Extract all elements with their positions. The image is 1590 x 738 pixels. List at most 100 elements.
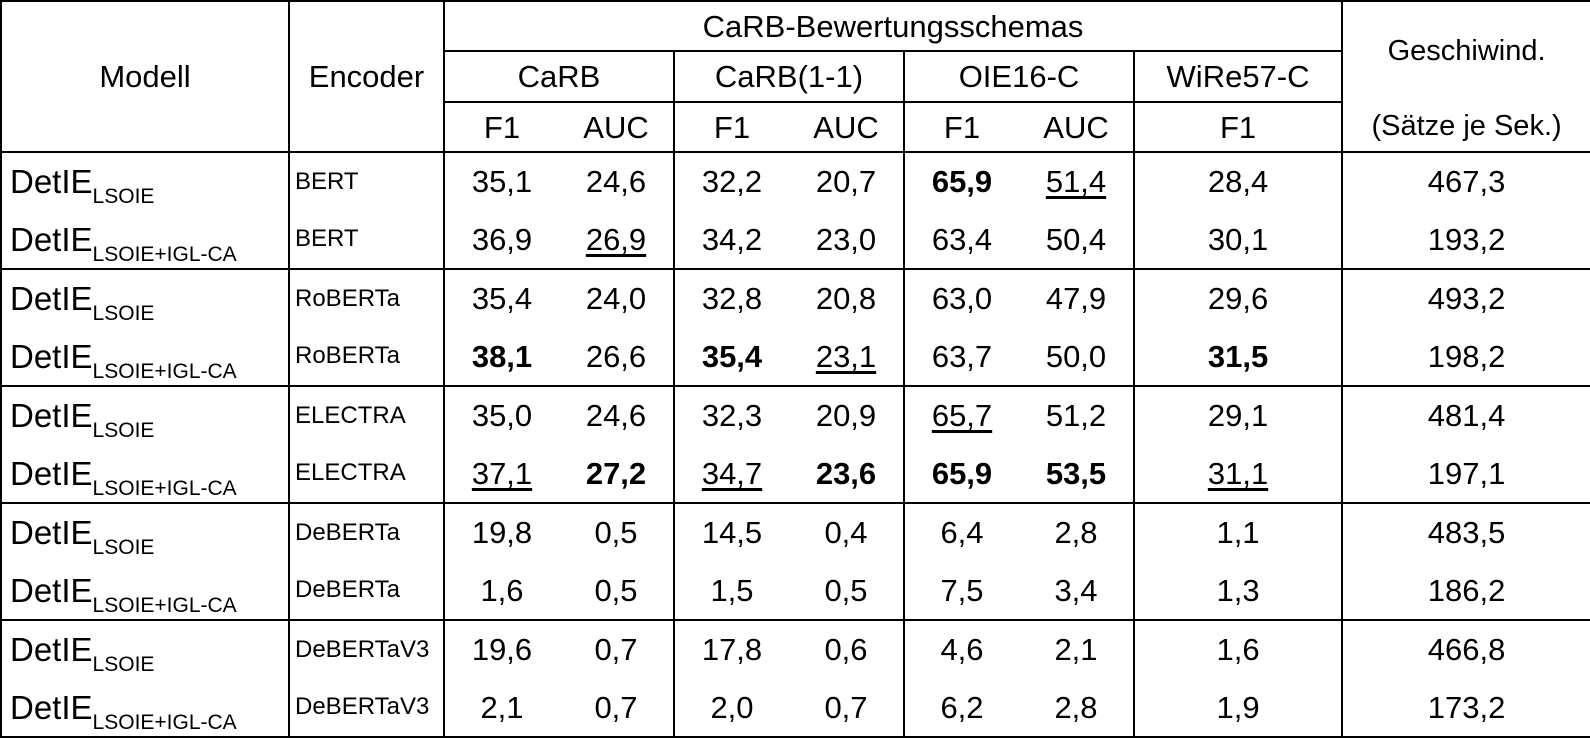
header-encoder: Encoder bbox=[289, 1, 445, 153]
model-base: DetIE bbox=[10, 280, 93, 318]
table-row: DetIELSOIE DeBERTa 19,8 0,5 14,5 0,4 6,4… bbox=[1, 502, 1590, 562]
oie-f1-value: 6,4 bbox=[904, 502, 1019, 562]
model-subscript: LSOIE+IGL-CA bbox=[92, 359, 237, 383]
carb-auc-value: 24,6 bbox=[559, 151, 675, 211]
wire-f1-value: 29,1 bbox=[1134, 385, 1344, 445]
encoder-name: DeBERTa bbox=[289, 502, 445, 562]
carb11-f1-best: 35,4 bbox=[701, 338, 763, 374]
carb11-f1-value: 2,0 bbox=[710, 689, 754, 725]
oie-auc-value: 47,9 bbox=[1019, 268, 1135, 328]
model-base: DetIE bbox=[10, 571, 93, 609]
carb11-auc-value: 0,4 bbox=[789, 502, 905, 562]
carb11-f1-value: 17,8 bbox=[674, 618, 789, 679]
table-row: DetIELSOIE+IGL-CA DeBERTaV3 2,1 0,7 2,0 … bbox=[1, 678, 1590, 737]
carb11-f1-value: 34,2 bbox=[701, 221, 763, 257]
oie-f1-value: 65,7 bbox=[904, 385, 1019, 445]
header-wire57: WiRe57-C bbox=[1134, 51, 1344, 103]
oie-auc-value: 51,2 bbox=[1019, 385, 1135, 445]
encoder-name: ELECTRA bbox=[289, 385, 445, 445]
oie-auc-value: 50,0 bbox=[1019, 327, 1135, 387]
model-subscript: LSOIE bbox=[92, 302, 155, 326]
speed-value: 173,2 bbox=[1427, 689, 1506, 725]
table-row: DetIELSOIE+IGL-CA DeBERTa 1,6 0,5 1,5 0,… bbox=[1, 561, 1590, 620]
header-row-2: CaRB CaRB(1-1) OIE16-C WiRe57-C bbox=[1, 51, 1590, 103]
table-row: DetIELSOIE+IGL-CA RoBERTa 38,1 26,6 35,4… bbox=[1, 327, 1590, 387]
carb-f1-value: 35,0 bbox=[444, 385, 559, 445]
carb11-auc-value: 0,7 bbox=[789, 678, 905, 737]
encoder-name: BERT bbox=[289, 151, 445, 211]
oie-auc-value: 2,8 bbox=[1019, 678, 1135, 737]
header-wire-f1: F1 bbox=[1134, 101, 1344, 153]
carb-f1-value: 2,1 bbox=[480, 689, 524, 725]
encoder-name: ELECTRA bbox=[289, 444, 445, 504]
encoder-name: RoBERTa bbox=[289, 268, 445, 328]
model-name: DetIELSOIE+IGL-CA bbox=[1, 678, 290, 737]
table-row: DetIELSOIE ELECTRA 35,0 24,6 32,3 20,9 6… bbox=[1, 385, 1590, 445]
header-row-3: F1 AUC F1 AUC F1 AUC F1 (Sätze je Sek.) bbox=[1, 101, 1590, 153]
carb11-auc-value: 0,6 bbox=[789, 618, 905, 679]
speed-value: 186,2 bbox=[1427, 572, 1506, 608]
table-row: DetIELSOIE+IGL-CA BERT 36,9 26,9 34,2 23… bbox=[1, 210, 1590, 270]
table-row: DetIELSOIE+IGL-CA ELECTRA 37,1 27,2 34,7… bbox=[1, 444, 1590, 504]
header-oie-auc: AUC bbox=[1019, 101, 1135, 153]
oie-f1-value: 63,0 bbox=[904, 268, 1019, 328]
header-carb-f1: F1 bbox=[483, 109, 521, 145]
header-speed-line1: Geschiwind. bbox=[1387, 35, 1546, 68]
oie-auc-value: 51,4 bbox=[1019, 151, 1135, 211]
model-subscript: LSOIE bbox=[92, 536, 155, 560]
carb-f1-value: 35,4 bbox=[444, 268, 559, 328]
oie-f1-value: 7,5 bbox=[940, 572, 984, 608]
oie-auc-value: 2,1 bbox=[1019, 618, 1135, 679]
carb11-f1-value: 1,5 bbox=[710, 572, 754, 608]
model-name: DetIELSOIE bbox=[1, 618, 290, 679]
model-base: DetIE bbox=[10, 688, 93, 726]
speed-value: 198,2 bbox=[1427, 338, 1506, 374]
carb-auc-value: 26,6 bbox=[559, 327, 675, 387]
oie-auc-second: 51,4 bbox=[1045, 164, 1107, 200]
wire-f1-value: 31,5 bbox=[1134, 327, 1344, 387]
oie-auc-value: 3,4 bbox=[1019, 561, 1135, 620]
speed-value: 483,5 bbox=[1342, 502, 1590, 562]
oie-f1-best: 65,9 bbox=[931, 164, 993, 200]
model-base: DetIE bbox=[10, 163, 93, 201]
speed-value: 193,2 bbox=[1427, 221, 1506, 257]
model-base: DetIE bbox=[10, 337, 93, 375]
speed-value: 466,8 bbox=[1342, 618, 1590, 679]
carb-auc-value: 0,7 bbox=[559, 678, 675, 737]
model-subscript: LSOIE+IGL-CA bbox=[92, 476, 237, 500]
carb11-auc-best: 23,6 bbox=[815, 455, 877, 491]
oie-f1-value: 63,7 bbox=[931, 338, 993, 374]
carb11-auc-value: 20,9 bbox=[789, 385, 905, 445]
wire-f1-value: 1,9 bbox=[1134, 678, 1344, 737]
wire-f1-value: 1,6 bbox=[1134, 618, 1344, 679]
carb11-f1-value: 32,3 bbox=[674, 385, 789, 445]
model-subscript: LSOIE bbox=[92, 419, 155, 443]
oie-auc-value: 50,4 bbox=[1019, 210, 1135, 270]
oie-f1-value: 65,9 bbox=[904, 445, 1019, 503]
header-speed-line2: (Sätze je Sek.) bbox=[1371, 110, 1562, 143]
model-base: DetIE bbox=[10, 631, 93, 669]
carb-auc-value: 26,9 bbox=[559, 210, 675, 270]
carb11-f1-value: 32,2 bbox=[674, 151, 789, 211]
encoder-name: DeBERTa bbox=[289, 561, 445, 620]
header-modell: Modell bbox=[1, 1, 290, 153]
model-base: DetIE bbox=[10, 514, 93, 552]
carb11-auc-value: 23,1 bbox=[789, 327, 905, 387]
carb11-f1-second: 34,7 bbox=[701, 455, 763, 491]
encoder-name: BERT bbox=[289, 210, 445, 270]
model-base: DetIE bbox=[10, 220, 93, 258]
carb11-auc-value: 23,0 bbox=[789, 210, 905, 270]
oie-f1-value: 63,4 bbox=[931, 221, 993, 257]
carb-auc-value: 0,5 bbox=[559, 561, 675, 620]
carb-f1-value: 36,9 bbox=[471, 221, 533, 257]
header-carb: CaRB bbox=[444, 51, 675, 103]
carb11-auc-value: 0,5 bbox=[789, 561, 905, 620]
carb-auc-value: 24,0 bbox=[559, 268, 675, 328]
wire-f1-best: 31,5 bbox=[1207, 338, 1269, 374]
wire-f1-value: 29,6 bbox=[1134, 268, 1344, 328]
encoder-name: DeBERTaV3 bbox=[289, 678, 445, 737]
carb-auc-best: 27,2 bbox=[585, 455, 647, 491]
oie-f1-second: 65,7 bbox=[931, 398, 993, 434]
carb-f1-value: 19,8 bbox=[444, 502, 559, 562]
